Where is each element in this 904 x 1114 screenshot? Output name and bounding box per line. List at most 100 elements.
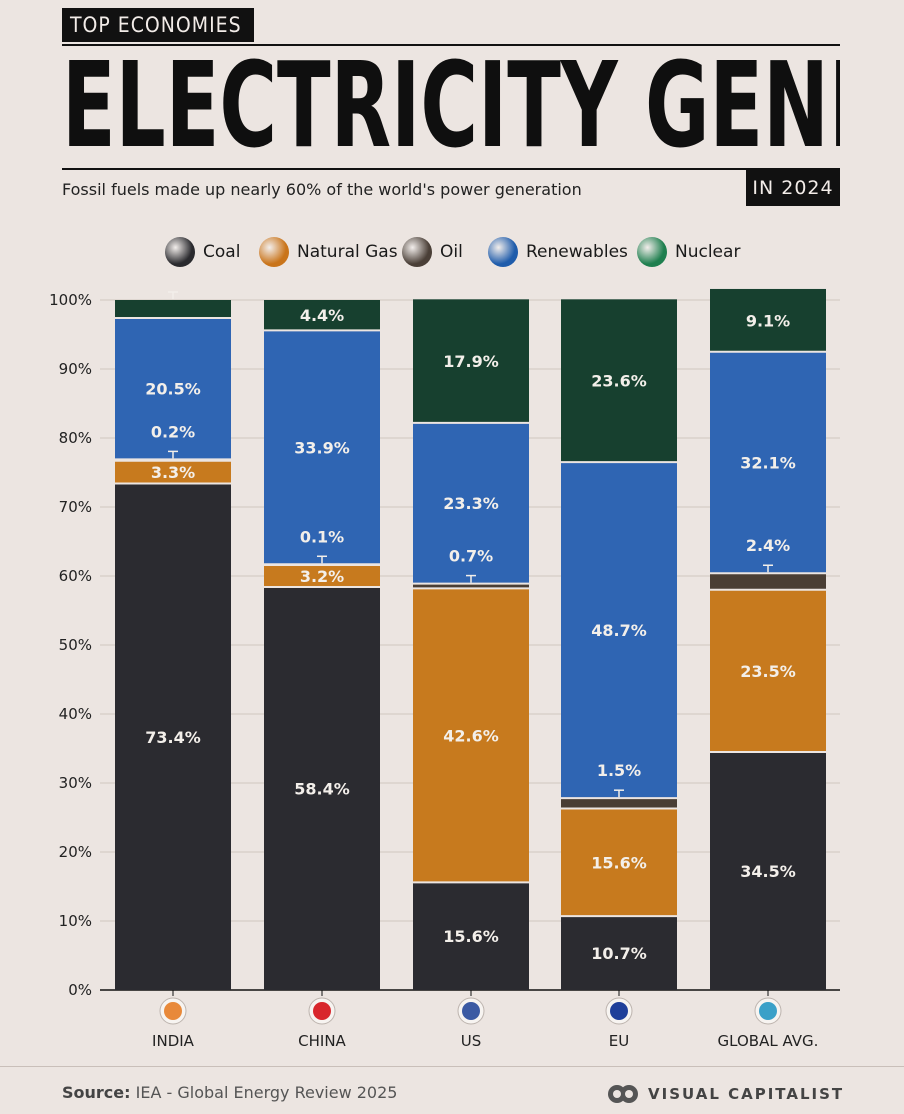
header-bottom-rule <box>62 168 840 170</box>
data-label-eu-renewables: 48.7% <box>591 621 647 640</box>
data-label-global-avg-nuclear: 9.1% <box>746 311 790 330</box>
x-category-label: US <box>461 1032 482 1050</box>
coal-dot <box>165 237 195 267</box>
y-tick-label: 40% <box>59 705 92 723</box>
nuclear-dot <box>637 237 667 267</box>
year-badge: IN 2024 <box>746 170 840 206</box>
data-label-india-coal: 73.4% <box>145 728 201 747</box>
y-tick-label: 100% <box>49 291 92 309</box>
data-label-china-nuclear: 4.4% <box>300 306 344 325</box>
legend-label-natural-gas: Natural Gas <box>297 242 398 262</box>
globe-icon-fill <box>759 1002 777 1020</box>
bar-segment-coal <box>413 882 529 990</box>
legend-item-natural-gas: Natural Gas <box>259 236 398 268</box>
data-label-china-renewables: 33.9% <box>294 438 350 457</box>
data-label-eu-coal: 10.7% <box>591 944 647 963</box>
source-label: Source: <box>62 1083 131 1102</box>
bar-segment-renewables <box>710 351 826 574</box>
data-label-india-nuclear: 2.6% <box>151 280 195 282</box>
data-label-india-oil: 0.2% <box>151 422 195 441</box>
y-tick-label: 80% <box>59 429 92 447</box>
bar-segment-coal <box>115 483 231 990</box>
legend: Coal Natural Gas Oil Renewables Nuclear <box>0 236 904 268</box>
stacked-bar-chart: 0% 10% 20% 30% 40% 50% 60% 70% 80% 90% 100% 73.4% 3.… <box>49 280 840 1050</box>
eu-flag-icon-fill <box>610 1002 628 1020</box>
y-tick-label: 90% <box>59 360 92 378</box>
data-label-global-avg-renewables: 32.1% <box>740 453 796 472</box>
bar-us: 15.6% 42.6% 0.7% 23.3% 17.9% <box>413 299 529 990</box>
data-label-eu-nuclear: 23.6% <box>591 372 647 391</box>
bar-segment-nuclear <box>264 300 380 331</box>
legend-item-nuclear: Nuclear <box>637 236 740 268</box>
source-text: IEA - Global Energy Review 2025 <box>135 1083 398 1102</box>
legend-label-nuclear: Nuclear <box>675 242 741 262</box>
data-label-us-coal: 15.6% <box>443 927 499 946</box>
bar-segment-natural-gas <box>710 589 826 752</box>
y-tick-label: 10% <box>59 912 92 930</box>
data-label-us-natural-gas: 42.6% <box>443 726 499 745</box>
legend-label-oil: Oil <box>440 242 463 262</box>
y-tick-label: 70% <box>59 498 92 516</box>
legend-item-coal: Coal <box>165 236 240 268</box>
bar-segment-coal <box>710 751 826 990</box>
natural-gas-dot <box>259 237 289 267</box>
bar-segment-nuclear <box>413 299 529 423</box>
data-label-eu-oil: 1.5% <box>597 761 641 780</box>
data-label-us-oil: 0.7% <box>449 547 493 566</box>
data-label-us-nuclear: 17.9% <box>443 352 499 371</box>
bar-global-avg: 34.5% 23.5% 2.4% 32.1% 9.1% <box>710 288 826 990</box>
legend-label-renewables: Renewables <box>526 242 628 262</box>
data-label-china-natural-gas: 3.2% <box>300 567 344 586</box>
title-wrap: ELECTRICITY GENERATION <box>62 46 840 166</box>
footer-rule <box>0 1066 904 1067</box>
india-flag-icon-fill <box>164 1002 182 1020</box>
kicker-label: TOP ECONOMIES <box>62 8 254 42</box>
y-tick-label: 0% <box>68 981 92 999</box>
bar-segment-oil <box>710 573 826 590</box>
page-title: ELECTRICITY GENERATION <box>62 46 840 166</box>
bar-segment-renewables <box>413 422 529 584</box>
y-tick-label: 30% <box>59 774 92 792</box>
bar-segment-oil <box>413 583 529 589</box>
data-label-us-renewables: 23.3% <box>443 494 499 513</box>
bar-segment-renewables <box>561 462 677 799</box>
bar-segment-natural-gas <box>115 460 231 484</box>
oil-dot <box>402 237 432 267</box>
y-tick-label: 20% <box>59 843 92 861</box>
bar-segment-renewables <box>264 330 380 565</box>
visual-capitalist-logo-icon <box>608 1085 638 1103</box>
us-flag-icon-fill <box>462 1002 480 1020</box>
data-label-global-avg-oil: 2.4% <box>746 536 790 555</box>
renewables-dot <box>488 237 518 267</box>
bar-segment-natural-gas <box>264 564 380 588</box>
legend-item-oil: Oil <box>402 236 463 268</box>
data-label-eu-natural-gas: 15.6% <box>591 853 647 872</box>
data-label-india-natural-gas: 3.3% <box>151 463 195 482</box>
header-top-rule <box>62 44 840 46</box>
page-subtitle: Fossil fuels made up nearly 60% of the w… <box>62 180 582 199</box>
y-tick-label: 50% <box>59 636 92 654</box>
data-label-china-coal: 58.4% <box>294 780 350 799</box>
x-category-label: EU <box>609 1032 629 1050</box>
bar-segment-nuclear <box>115 300 231 318</box>
bar-eu: 10.7% 15.6% 1.5% 48.7% 23.6% <box>561 299 677 990</box>
bar-china: 58.4% 3.2% 0.1% 33.9% 4.4% <box>264 300 380 990</box>
data-label-global-avg-natural-gas: 23.5% <box>740 662 796 681</box>
data-label-global-avg-coal: 34.5% <box>740 862 796 881</box>
bar-segment-nuclear <box>561 299 677 463</box>
bar-segment-natural-gas <box>413 588 529 883</box>
bar-segment-coal <box>561 916 677 990</box>
bar-segment-coal <box>264 587 380 990</box>
bar-segment-renewables <box>115 317 231 460</box>
brand: VISUAL CAPITALIST <box>606 1080 844 1108</box>
bar-segment-nuclear <box>710 288 826 352</box>
bar-segment-oil <box>561 798 677 809</box>
brand-label: VISUAL CAPITALIST <box>648 1085 845 1103</box>
bar-segment-natural-gas <box>561 808 677 917</box>
x-category-label: INDIA <box>152 1032 195 1050</box>
data-label-india-renewables: 20.5% <box>145 380 201 399</box>
bar-india: 73.4% 3.3% 0.2% 20.5% 2.6% <box>115 280 231 990</box>
legend-label-coal: Coal <box>203 242 241 262</box>
source-note: Source: IEA - Global Energy Review 2025 <box>62 1083 397 1102</box>
y-tick-label: 60% <box>59 567 92 585</box>
